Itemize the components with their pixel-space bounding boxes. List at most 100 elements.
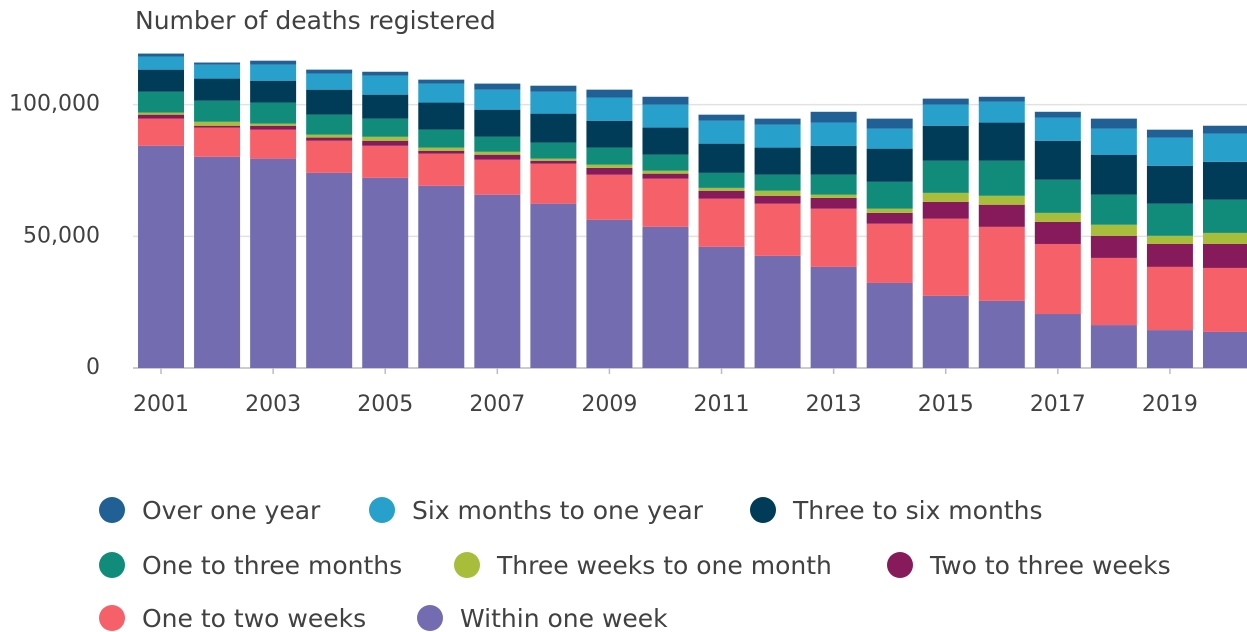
bar-segment [1090,235,1137,258]
bar-segment [418,147,465,151]
bar-segment [922,192,969,202]
bar-segment [474,83,521,90]
x-tick-label: 2009 [581,392,637,417]
bar-segment [306,114,353,135]
bar-segment [642,154,689,171]
bar-segment [978,204,1025,227]
bar-segment [138,114,185,119]
bar-segment [810,122,857,146]
bar-segment [754,190,801,196]
legend-swatch [750,497,776,523]
legend-swatch [369,497,395,523]
bar-segment [866,208,913,213]
bar-segment [1146,165,1193,204]
x-tick-label: 2011 [694,392,750,417]
bar-segment [1202,161,1247,200]
bar-segment [642,127,689,155]
bar-segment [138,118,185,146]
bar-segment [922,98,969,105]
bar-segment [250,123,297,126]
bar-segment [866,118,913,129]
bar-segment [362,118,409,137]
bar-segment [1090,118,1137,129]
bar-segment [138,53,185,57]
chart-title: Number of deaths registered [135,6,496,35]
bar-segment [530,91,577,114]
x-tick-label: 2017 [1030,392,1086,417]
bar-segment [642,170,689,174]
bar-segment [1090,224,1137,236]
bar-segment [810,197,857,209]
legend-swatch [99,605,125,631]
bar-segment [698,120,745,144]
bar-segment [530,203,577,368]
bar-segment [978,300,1025,368]
bar-segment [418,102,465,130]
bar-segment [1090,325,1137,368]
bar-segment [250,125,297,130]
bar-segment [474,154,521,160]
bar-segment [642,96,689,105]
bar-segment [1090,257,1137,326]
bar-segment [1202,133,1247,162]
bar-segment [362,94,409,119]
bar-segment [250,102,297,124]
bar-segment [1090,154,1137,195]
bar-segment [810,111,857,123]
bar-segment [978,195,1025,205]
bar-segment [1202,243,1247,268]
bar-segment [1146,137,1193,166]
bar-segment [754,203,801,256]
bar-segment [978,160,1025,196]
bar-segment [1202,125,1247,134]
x-tick-label: 2001 [133,392,189,417]
bar-segment [250,158,297,368]
bar-segment [362,140,409,146]
bar-segment [922,201,969,219]
legend-label: One to three months [142,551,402,580]
bar-segment [1034,314,1081,368]
bar-segment [698,114,745,121]
y-tick-label: 100,000 [9,92,100,117]
bar-segment [1146,203,1193,236]
legend-swatch [99,552,125,578]
bar-segment [922,295,969,368]
bar-segment [586,89,633,98]
bar-segment [586,219,633,368]
legend-label: Over one year [142,496,321,525]
bar-segment [1090,128,1137,155]
bar-segment [250,64,297,81]
bar-segment [1034,179,1081,213]
bar-segment [530,85,577,92]
legend-swatch [887,552,913,578]
bar-segment [866,148,913,182]
legend-label: Three to six months [792,496,1042,525]
bar-segment [1146,330,1193,368]
legend-label: Two to three weeks [929,551,1171,580]
x-tick-label: 2013 [806,392,862,417]
bar-segment [698,246,745,368]
bar-segment [306,137,353,141]
bar-segment [698,172,745,188]
bar-segment [306,134,353,138]
bar-segment [194,125,241,128]
bar-segment [866,282,913,368]
bar-segment [1090,194,1137,225]
bar-segment [138,91,185,113]
x-tick-label: 2015 [918,392,974,417]
bar-segment [530,160,577,164]
bar-segment [250,80,297,103]
bar-segment [418,150,465,154]
bar-segment [810,194,857,198]
bar-segment [362,71,409,76]
bar-segment [194,78,241,101]
bar-segment [922,160,969,193]
bar-segment [418,83,465,103]
bar-segment [194,62,241,65]
bar-segment [754,255,801,368]
bar-segment [418,153,465,186]
bar-segment [586,120,633,148]
bar-segment [362,145,409,178]
bar-segment [138,145,185,368]
